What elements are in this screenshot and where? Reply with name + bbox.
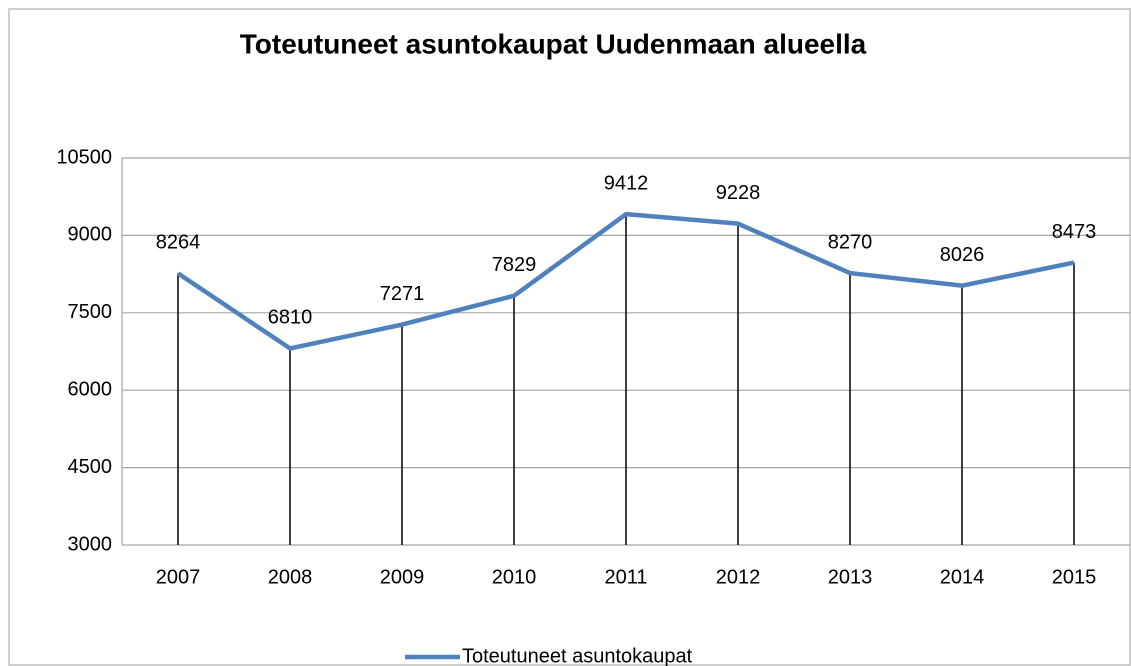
data-label: 8270 — [828, 231, 873, 253]
x-tick-label: 2015 — [1052, 566, 1097, 588]
data-label: 8026 — [940, 244, 985, 266]
data-label: 8473 — [1052, 221, 1097, 243]
y-tick-label: 10500 — [56, 146, 112, 168]
y-tick-label: 4500 — [68, 456, 113, 478]
data-label: 6810 — [268, 307, 313, 329]
x-tick-label: 2007 — [156, 566, 201, 588]
data-label: 7829 — [492, 254, 537, 276]
x-tick-label: 2010 — [492, 566, 537, 588]
x-tick-label: 2012 — [716, 566, 761, 588]
chart-title: Toteutuneet asuntokaupat Uudenmaan aluee… — [240, 28, 867, 59]
y-tick-label: 9000 — [68, 224, 113, 246]
data-label: 7271 — [380, 283, 425, 305]
data-label: 9412 — [604, 172, 649, 194]
legend-label: Toteutuneet asuntokaupat — [462, 645, 693, 666]
x-tick-label: 2008 — [268, 566, 313, 588]
y-tick-label: 6000 — [68, 378, 113, 400]
x-tick-label: 2014 — [940, 566, 985, 588]
x-tick-label: 2013 — [828, 566, 873, 588]
x-tick-label: 2009 — [380, 566, 425, 588]
y-tick-label: 3000 — [68, 533, 113, 555]
data-label: 8264 — [156, 232, 201, 254]
x-tick-label: 2011 — [604, 566, 647, 588]
series-line — [176, 211, 1075, 351]
y-tick-label: 7500 — [68, 301, 113, 323]
data-label: 9228 — [716, 182, 761, 204]
chart-border — [8, 8, 1131, 666]
